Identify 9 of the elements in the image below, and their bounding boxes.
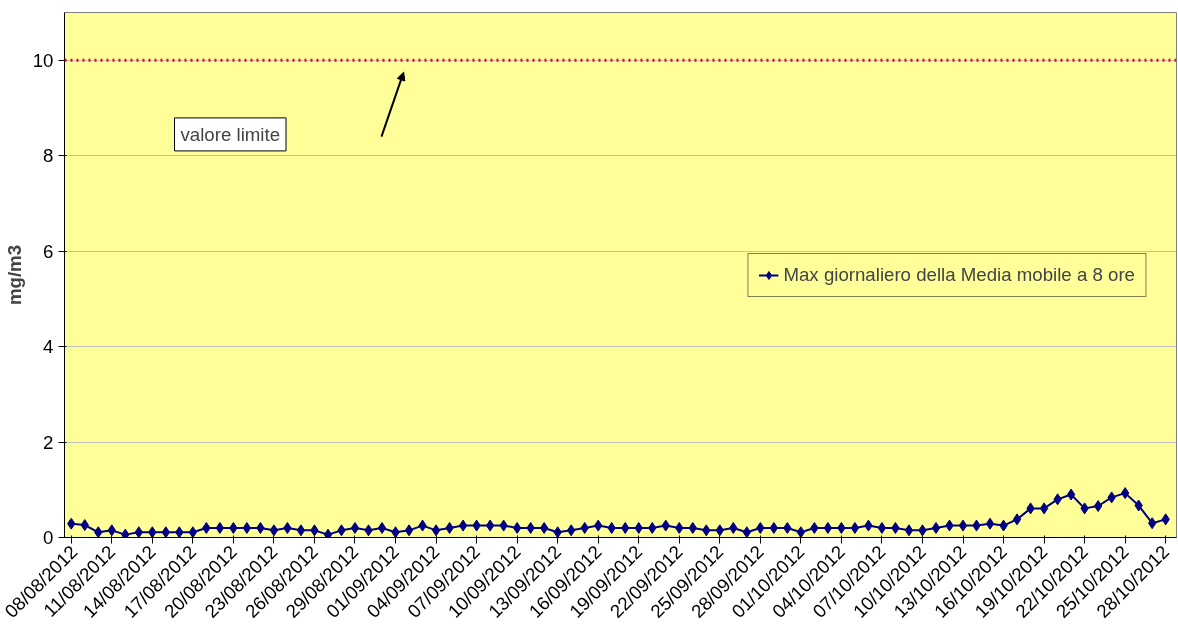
y-tick-label: 4	[43, 336, 54, 358]
y-axis-title: mg/m3	[3, 244, 25, 306]
y-tick-label: 8	[43, 145, 54, 167]
annotation: valore limite	[180, 123, 281, 145]
legend-label: Max giornaliero della Media mobile a 8 ore	[783, 263, 1135, 286]
y-tick-label: 10	[32, 49, 54, 71]
y-tick-label: 6	[43, 240, 54, 262]
y-tick-label: 0	[43, 527, 54, 548]
y-tick-label: 2	[43, 431, 54, 453]
